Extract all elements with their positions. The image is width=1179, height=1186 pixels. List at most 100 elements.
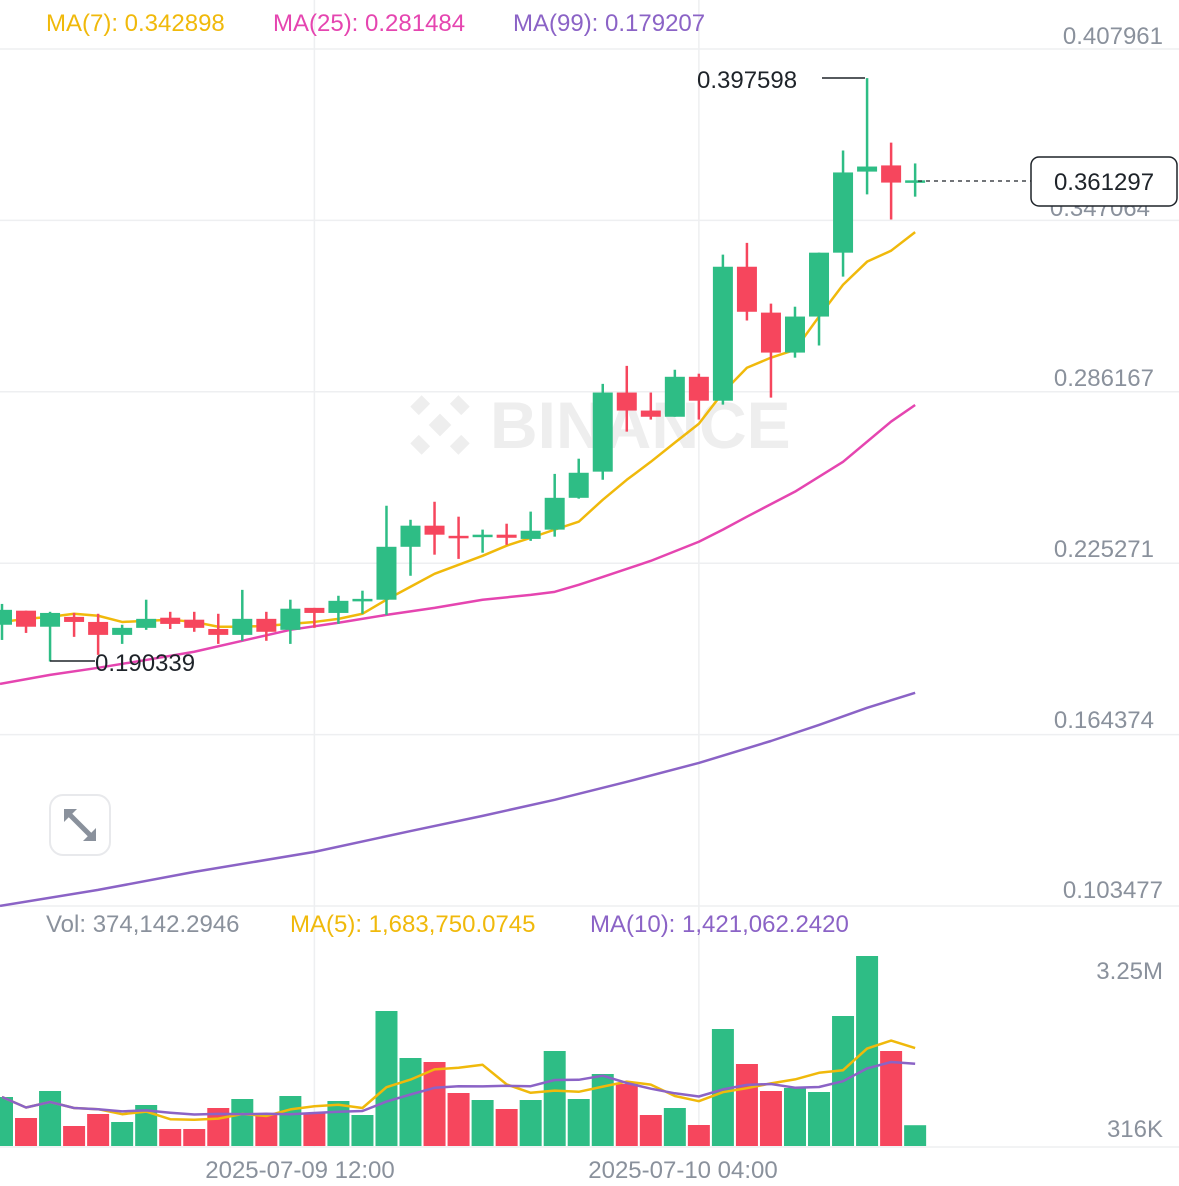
volume-ma5-legend: MA(5): 1,683,750.0745 bbox=[290, 911, 536, 938]
candle-body bbox=[184, 619, 205, 628]
volume-bar bbox=[543, 1051, 566, 1146]
candle-body bbox=[280, 608, 301, 630]
volume-bars bbox=[0, 956, 927, 1146]
candle-body bbox=[833, 172, 854, 253]
volume-tick-label: 3.25M bbox=[1096, 958, 1163, 985]
watermark-text: BINANCE bbox=[490, 388, 791, 462]
candle-body bbox=[664, 376, 685, 417]
x-tick-label: 2025-07-09 12:00 bbox=[205, 1157, 395, 1184]
volume-tick-label: 316K bbox=[1107, 1116, 1163, 1143]
candle-body bbox=[376, 546, 397, 600]
volume-bar bbox=[735, 1064, 758, 1146]
grid bbox=[0, 0, 1179, 1148]
volume-ma10-line bbox=[1, 1060, 916, 1116]
volume-bar bbox=[808, 1092, 831, 1146]
volume-bar bbox=[904, 1125, 927, 1146]
volume-bar bbox=[303, 1113, 326, 1146]
candle-body bbox=[160, 617, 181, 624]
volume-bar bbox=[687, 1125, 710, 1146]
candle-body bbox=[352, 598, 373, 602]
candle-body bbox=[472, 534, 493, 538]
volume-bar bbox=[615, 1084, 638, 1146]
volume-bar bbox=[711, 1029, 734, 1146]
volume-legend: Vol: 374,142.2946 bbox=[46, 911, 240, 938]
volume-bar bbox=[399, 1058, 422, 1146]
candle-body bbox=[544, 497, 565, 530]
ma99-legend: MA(99): 0.179207 bbox=[513, 10, 705, 37]
candle-body bbox=[736, 266, 757, 312]
volume-bar bbox=[183, 1129, 206, 1146]
current-price-box bbox=[1030, 156, 1178, 207]
candle-body bbox=[857, 166, 878, 172]
ma99-line bbox=[0, 691, 916, 908]
volume-bar bbox=[111, 1122, 134, 1146]
candle-body bbox=[328, 600, 349, 613]
y-tick-label: 0.225271 bbox=[1054, 536, 1154, 563]
candle-body bbox=[448, 535, 469, 539]
candle-body bbox=[640, 410, 661, 417]
candle-body bbox=[304, 607, 325, 613]
volume-bar bbox=[255, 1115, 278, 1146]
y-tick-label: 0.407961 bbox=[1063, 23, 1163, 50]
candle-body bbox=[136, 618, 157, 628]
y-tick-label: 0.103477 bbox=[1063, 877, 1163, 904]
volume-bar bbox=[783, 1088, 806, 1146]
volume-ma-lines bbox=[1, 1039, 916, 1122]
binance-watermark: BINANCE bbox=[410, 388, 791, 462]
candle-body bbox=[568, 472, 589, 498]
volume-bar bbox=[15, 1118, 38, 1146]
volume-bar bbox=[351, 1115, 374, 1146]
volume-bar bbox=[231, 1099, 254, 1146]
candle-body bbox=[496, 534, 517, 538]
volume-bar bbox=[880, 1051, 903, 1146]
low-annotation: 0.190339 bbox=[95, 650, 195, 677]
volume-bar bbox=[87, 1114, 110, 1146]
volume-bar bbox=[327, 1101, 350, 1146]
candle-body bbox=[88, 621, 109, 635]
volume-bar bbox=[567, 1099, 590, 1146]
current-price-label: 0.361297 bbox=[1054, 169, 1154, 196]
high-annotation: 0.397598 bbox=[697, 67, 797, 94]
volume-bar bbox=[856, 956, 879, 1146]
volume-bar bbox=[423, 1062, 446, 1146]
volume-bar bbox=[447, 1093, 470, 1146]
candle-body bbox=[400, 525, 421, 547]
y-tick-label: 0.286167 bbox=[1054, 365, 1154, 392]
expand-chart-button[interactable] bbox=[49, 794, 111, 856]
candle-body bbox=[905, 180, 926, 183]
volume-bar bbox=[663, 1108, 686, 1146]
y-tick-label: 0.164374 bbox=[1054, 707, 1154, 734]
volume-bar bbox=[135, 1105, 158, 1146]
volume-bar bbox=[159, 1129, 182, 1146]
volume-bar bbox=[519, 1100, 542, 1146]
candle-body bbox=[809, 252, 830, 317]
ma25-line bbox=[0, 403, 916, 686]
candle-body bbox=[881, 165, 902, 183]
volume-bar bbox=[0, 1097, 13, 1146]
candle-body bbox=[256, 618, 277, 632]
candle-body bbox=[64, 616, 85, 622]
candle-body bbox=[208, 628, 229, 635]
candle-body bbox=[40, 612, 61, 627]
candle-body bbox=[784, 316, 805, 353]
candle-body bbox=[232, 618, 253, 635]
candles bbox=[0, 78, 926, 662]
candle-body bbox=[520, 530, 541, 539]
ma25-legend: MA(25): 0.281484 bbox=[273, 10, 465, 37]
candle-body bbox=[112, 627, 133, 635]
candle-body bbox=[688, 376, 709, 401]
candle-body bbox=[424, 525, 445, 535]
volume-bar bbox=[759, 1091, 782, 1146]
candle-body bbox=[616, 392, 637, 411]
candle-body bbox=[760, 312, 781, 353]
volume-ma10-legend: MA(10): 1,421,062.2420 bbox=[590, 911, 849, 938]
x-tick-label: 2025-07-10 04:00 bbox=[588, 1157, 778, 1184]
volume-bar bbox=[63, 1126, 86, 1146]
volume-bar bbox=[495, 1109, 518, 1146]
volume-bar bbox=[471, 1100, 494, 1146]
volume-bar bbox=[639, 1115, 662, 1146]
volume-bar bbox=[375, 1011, 398, 1146]
candle-body bbox=[592, 392, 613, 472]
candle-body bbox=[16, 610, 37, 627]
